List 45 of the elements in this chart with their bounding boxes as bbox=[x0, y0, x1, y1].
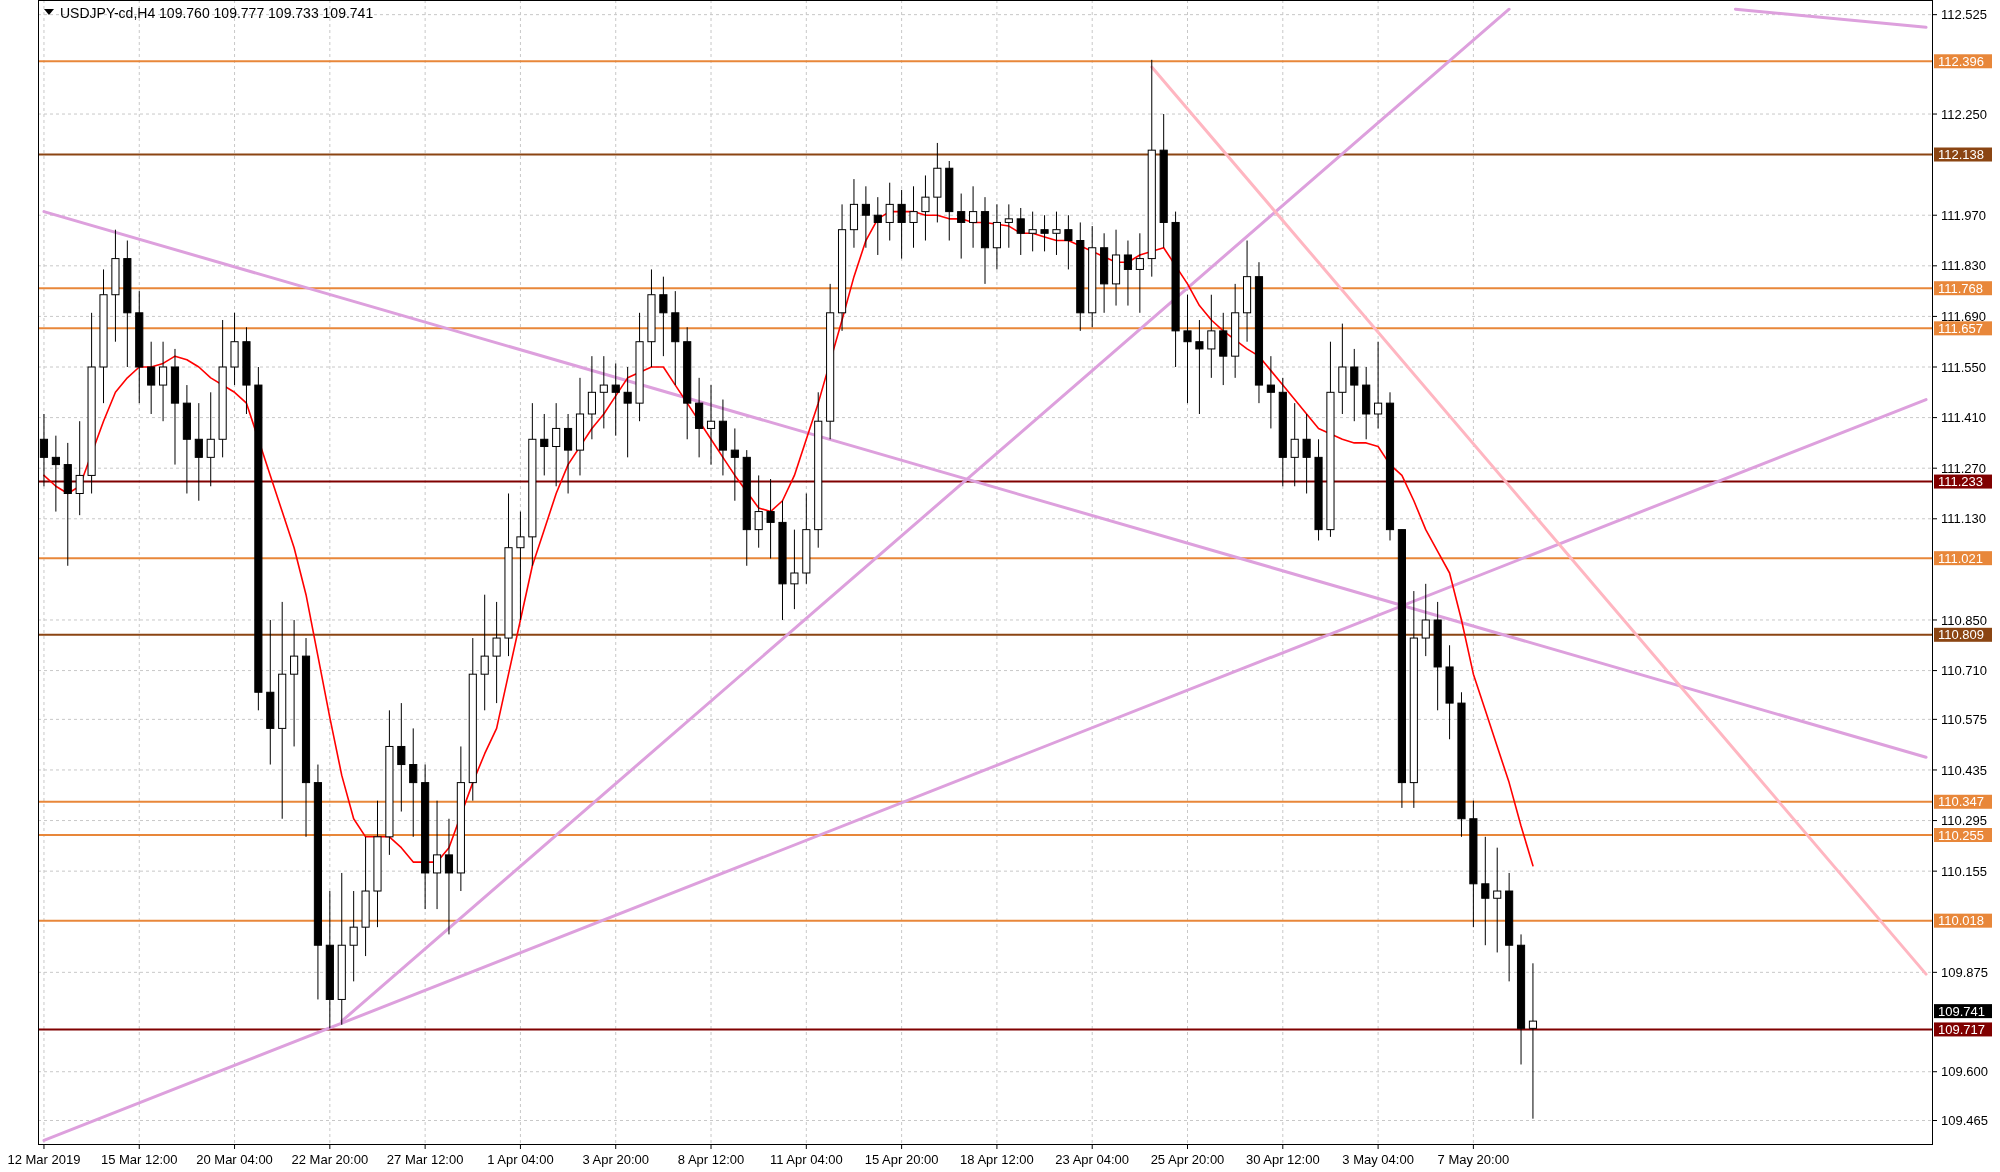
x-tick-label: 3 May 04:00 bbox=[1342, 1152, 1414, 1167]
ref-line-label: 111.768 bbox=[1938, 280, 1984, 296]
x-tick-label: 20 Mar 04:00 bbox=[196, 1152, 273, 1167]
x-tick-label: 15 Apr 20:00 bbox=[864, 1152, 939, 1167]
y-tick-label: 109.875 bbox=[1941, 964, 1988, 980]
y-tick-label: 110.850 bbox=[1941, 612, 1988, 628]
x-tick-label: 11 Apr 04:00 bbox=[769, 1152, 843, 1167]
y-tick-label: 110.155 bbox=[1941, 863, 1988, 879]
ref-line-label: 111.021 bbox=[1938, 550, 1984, 566]
y-tick-label: 110.710 bbox=[1941, 663, 1988, 679]
ref-line-label: 109.717 bbox=[1938, 1021, 1985, 1037]
ref-line-label: 110.809 bbox=[1938, 627, 1985, 643]
y-tick-label: 111.970 bbox=[1941, 207, 1987, 223]
y-tick-label: 111.410 bbox=[1941, 410, 1987, 426]
x-tick-label: 25 Apr 20:00 bbox=[1150, 1152, 1225, 1167]
y-tick-label: 111.830 bbox=[1941, 258, 1987, 274]
x-tick-label: 1 Apr 04:00 bbox=[487, 1152, 554, 1167]
ref-line-label: 112.138 bbox=[1938, 147, 1985, 163]
ref-line-label: 110.255 bbox=[1938, 827, 1985, 843]
ref-line-label: 110.347 bbox=[1938, 794, 1985, 810]
x-tick-label: 15 Mar 12:00 bbox=[100, 1152, 178, 1167]
ref-line-label: 112.396 bbox=[1938, 53, 1985, 69]
chart-title: USDJPY-cd,H4 109.760 109.777 109.733 109.741 bbox=[60, 5, 374, 21]
x-tick-label: 22 Mar 20:00 bbox=[291, 1152, 369, 1167]
y-tick-label: 112.525 bbox=[1941, 7, 1988, 23]
x-tick-label: 8 Apr 12:00 bbox=[677, 1152, 745, 1167]
x-tick-label: 7 May 20:00 bbox=[1437, 1152, 1510, 1167]
x-tick-label: 18 Apr 12:00 bbox=[960, 1152, 1034, 1167]
y-tick-label: 110.575 bbox=[1941, 711, 1988, 727]
x-tick-label: 12 Mar 2019 bbox=[7, 1152, 81, 1167]
x-tick-label: 23 Apr 04:00 bbox=[1055, 1152, 1130, 1167]
y-tick-label: 111.270 bbox=[1941, 460, 1987, 476]
text: 109.741 bbox=[1938, 1003, 1985, 1019]
ref-line-label: 111.233 bbox=[1938, 474, 1984, 490]
x-tick-label: 30 Apr 12:00 bbox=[1245, 1152, 1320, 1167]
y-tick-label: 111.550 bbox=[1941, 359, 1987, 375]
ref-line-label: 110.018 bbox=[1938, 913, 1985, 929]
y-tick-label: 109.600 bbox=[1941, 1064, 1988, 1080]
x-tick-label: 3 Apr 20:00 bbox=[582, 1152, 649, 1167]
y-tick-label: 111.130 bbox=[1941, 511, 1987, 527]
y-tick-label: 109.465 bbox=[1941, 1113, 1988, 1129]
x-tick-label: 27 Mar 12:00 bbox=[386, 1152, 464, 1167]
y-tick-label: 110.435 bbox=[1941, 762, 1988, 778]
y-tick-label: 112.250 bbox=[1941, 106, 1988, 122]
y-tick-label: 110.295 bbox=[1941, 813, 1988, 829]
